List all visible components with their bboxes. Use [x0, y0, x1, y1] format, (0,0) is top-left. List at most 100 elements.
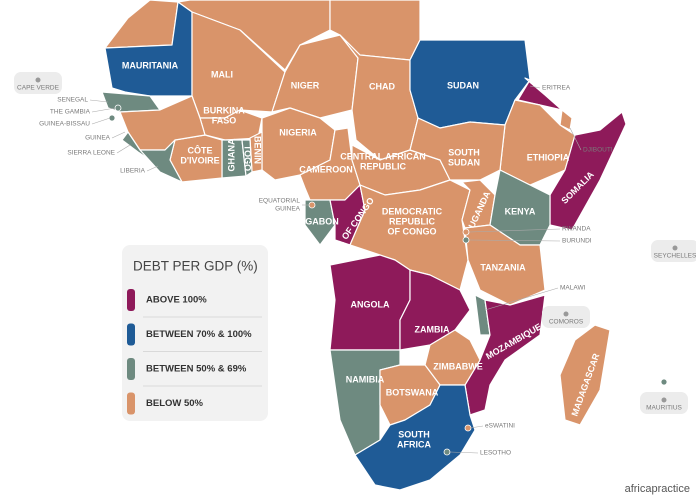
- country-label: RWANDA: [562, 226, 591, 233]
- country-label: TOGO: [243, 145, 253, 171]
- leader-line: [449, 451, 479, 454]
- country-label: EQUATORIAL: [259, 198, 301, 205]
- country-label: BOTSWANA: [386, 387, 439, 397]
- country-label: BURKINA: [203, 105, 245, 115]
- island-pill: [14, 72, 62, 94]
- country-label: AFRICA: [397, 439, 431, 449]
- leader-line: [469, 425, 484, 429]
- country-label: TANZANIA: [480, 262, 526, 272]
- country-label: MAURITIUS: [646, 405, 682, 412]
- country-shape: [354, 384, 476, 491]
- legend-swatch: [127, 358, 135, 380]
- country-label: NIGERIA: [279, 127, 317, 137]
- brand: africapractice: [625, 483, 690, 495]
- country-label: SUDAN: [447, 80, 479, 90]
- country-label: MAURITANIA: [122, 60, 179, 70]
- legend-swatch: [127, 289, 135, 311]
- island-pill: [640, 392, 688, 414]
- country-label: SIERRA LEONE: [67, 150, 115, 157]
- country-label: ERITREA: [542, 85, 571, 92]
- country-label: FASO: [212, 115, 237, 125]
- region-shape: [104, 0, 179, 49]
- country-label: ETHIOPIA: [527, 152, 570, 162]
- country-label: SOUTH: [398, 429, 430, 439]
- leader-line: [569, 127, 582, 151]
- country-shape: [304, 199, 336, 246]
- country-label: CENTRAL AFRICAN: [340, 151, 426, 161]
- country-dot: [660, 378, 668, 386]
- island-dot: [35, 77, 41, 83]
- country-label: CHAD: [369, 81, 395, 91]
- country-shape: [464, 224, 546, 306]
- country-label: COMOROS: [549, 319, 584, 326]
- country-shape: [409, 117, 506, 181]
- country-label: CAMEROON: [299, 164, 353, 174]
- leader-line: [529, 85, 541, 89]
- country-label: DJIBOUTI: [583, 147, 613, 154]
- country-label: GUINEA: [275, 206, 301, 213]
- country-dot: [462, 236, 470, 244]
- country-label: SENEGAL: [57, 97, 88, 104]
- country-label: ZIMBABWE: [433, 361, 483, 371]
- island-dot: [661, 397, 667, 403]
- country-label: LESOTHO: [480, 450, 511, 457]
- legend: DEBT PER GDP (%) ABOVE 100% BETWEEN 70% &…: [122, 245, 268, 421]
- country-label: OF CONGO: [388, 226, 437, 236]
- legend-title: DEBT PER GDP (%): [133, 259, 258, 274]
- country-label: KENYA: [505, 206, 536, 216]
- leader-line: [91, 107, 116, 113]
- country-label: GABON: [305, 216, 339, 226]
- legend-label: ABOVE 100%: [146, 295, 207, 306]
- country-label: D'IVOIRE: [180, 155, 219, 165]
- country-label: NIGER: [291, 80, 320, 90]
- country-label: BENIN: [253, 136, 263, 164]
- country-label: GUINEA-BISSAU: [39, 121, 90, 128]
- country-label: THE GAMBIA: [50, 109, 91, 116]
- leader-line: [116, 144, 131, 154]
- country-label: SOUTH: [448, 147, 480, 157]
- leader-line: [146, 165, 159, 172]
- leader-line: [111, 131, 126, 139]
- legend-swatch: [127, 392, 135, 415]
- country-label: REPUBLIC: [389, 216, 436, 226]
- legend-swatch: [127, 323, 135, 346]
- country-label: ANGOLA: [351, 299, 390, 309]
- country-dot: [462, 228, 470, 236]
- country-shape: [399, 269, 471, 351]
- leader-line: [89, 99, 109, 103]
- country-label: MALI: [211, 69, 233, 79]
- country-shape: [559, 109, 573, 131]
- country-dot: [108, 114, 116, 122]
- leader-line: [91, 117, 111, 125]
- leader-line: [469, 239, 561, 242]
- legend-box: [122, 245, 268, 421]
- country-label: DEMOCRATIC: [382, 206, 443, 216]
- country-label: eSWATINI: [485, 423, 515, 430]
- country-label: MALAWI: [560, 285, 586, 292]
- legend-label: BETWEEN 50% & 69%: [146, 364, 247, 375]
- country-label: NAMIBIA: [346, 374, 385, 384]
- island-pill: [651, 240, 696, 262]
- country-shapes: [48, 1, 678, 491]
- country-label: BURUNDI: [562, 238, 592, 245]
- island-pill: [542, 306, 590, 328]
- country-dot: [443, 448, 451, 456]
- country-shape: [559, 324, 611, 426]
- country-label: REPUBLIC: [360, 161, 407, 171]
- country-label: GUINEA: [85, 135, 111, 142]
- island-dot: [672, 245, 678, 251]
- country-label: SUDAN: [448, 157, 480, 167]
- leader-line: [469, 228, 561, 233]
- unlabeled-regions: [104, 0, 421, 71]
- country-shape: [139, 139, 183, 183]
- country-label: ZAMBIA: [415, 324, 450, 334]
- country-shape: [464, 294, 546, 416]
- legend-label: BELOW 50%: [146, 398, 204, 409]
- country-shape: [241, 139, 253, 177]
- country-label: GHANA: [226, 138, 236, 171]
- country-label: SEYCHELLES: [654, 253, 696, 260]
- country-label: LIBERIA: [120, 168, 146, 175]
- legend-label: BETWEEN 70% & 100%: [146, 329, 252, 340]
- country-label: CÔTE: [187, 144, 212, 155]
- island-dot: [563, 311, 569, 317]
